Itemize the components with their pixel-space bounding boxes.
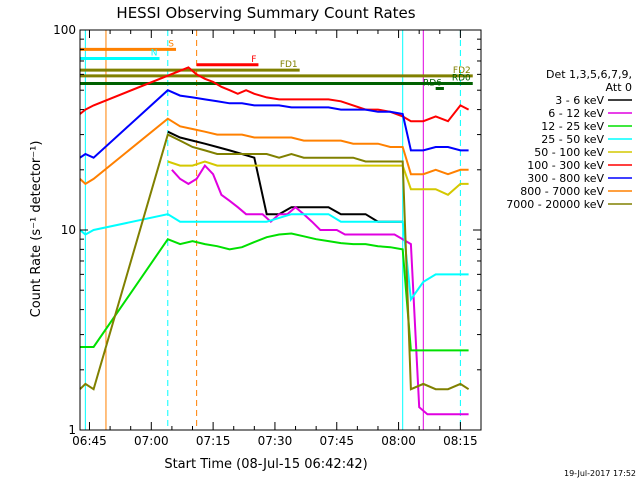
footer-date: 19-Jul-2017 17:52	[564, 469, 636, 478]
legend-label: 12 - 25 keV	[541, 120, 604, 133]
y-tick-label: 100	[53, 23, 76, 37]
legend-label: 50 - 100 keV	[534, 146, 604, 159]
legend-label: 3 - 6 keV	[555, 94, 604, 107]
legend-label: 300 - 800 keV	[527, 172, 604, 185]
state-bar-label: FD1	[280, 60, 298, 70]
legend-label: 25 - 50 keV	[541, 133, 604, 146]
x-tick-label: 08:00	[381, 434, 416, 448]
plot-area: SNFFD1FD2RD6RD011010006:4507:0007:1507:3…	[53, 23, 482, 448]
series-line	[79, 213, 469, 303]
series-line	[80, 232, 469, 352]
series-line	[171, 163, 469, 416]
y-axis-label: Count Rate (s⁻¹ detector⁻¹)	[29, 141, 44, 318]
legend-label: 7000 - 20000 keV	[506, 198, 604, 211]
series-line	[167, 160, 469, 196]
x-tick-label: 07:00	[134, 434, 169, 448]
x-tick-label: 06:45	[72, 434, 107, 448]
series-line	[79, 89, 469, 159]
state-bar-label: S	[168, 39, 174, 49]
x-tick-label: 07:45	[319, 434, 354, 448]
legend-label: 100 - 300 keV	[527, 159, 604, 172]
legend-label: 800 - 7000 keV	[520, 185, 604, 198]
x-tick-label: 07:15	[196, 434, 231, 448]
state-bar-label: F	[251, 55, 256, 65]
x-tick-label: 07:30	[258, 434, 293, 448]
legend-header: Det 1,3,5,6,7,9,	[546, 68, 632, 81]
y-tick-label: 10	[61, 223, 76, 237]
state-bar-label: FD2	[453, 66, 471, 76]
series-line	[79, 117, 469, 186]
series-line	[79, 133, 470, 391]
x-axis-label: Start Time (08-Jul-15 06:42:42)	[164, 457, 367, 472]
chart-title: HESSI Observing Summary Count Rates	[116, 4, 415, 22]
series-line	[79, 66, 470, 123]
state-bar-label: RD0	[452, 74, 471, 84]
series-line	[167, 130, 403, 223]
legend-header: Att 0	[606, 81, 632, 94]
state-bar-label: N	[151, 49, 158, 59]
legend-label: 6 - 12 keV	[548, 107, 604, 120]
y-tick-label: 1	[68, 423, 76, 437]
x-tick-label: 08:15	[443, 434, 478, 448]
